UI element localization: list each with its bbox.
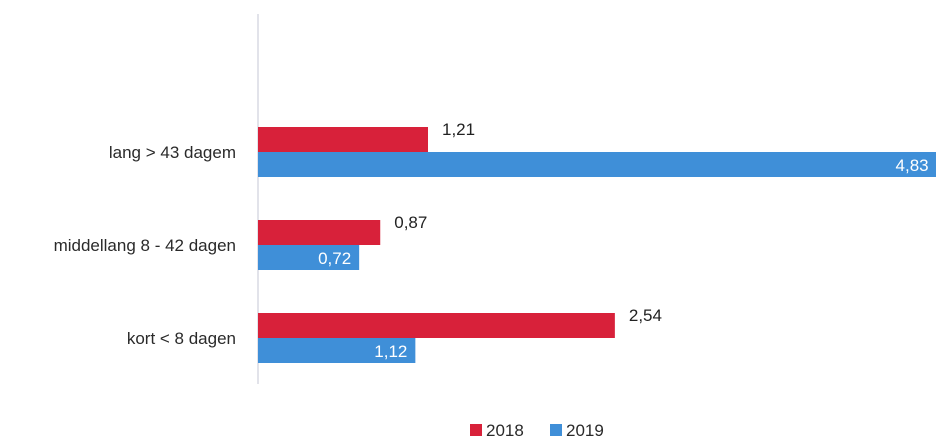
bar-2018-lang-43-dagem: [258, 127, 429, 152]
bar-2019-lang-43-dagem: [258, 152, 936, 177]
category-label-kort-8-dagen: kort < 8 dagen: [127, 329, 236, 348]
data-label-2019-lang-43-dagem: 4,83: [896, 156, 929, 175]
bar-2018-middellang-8-42-dagen: [258, 220, 381, 245]
bar-2019-middellang-8-42-dagen: [258, 245, 360, 270]
bar-2019-kort-8-dagen: [258, 338, 416, 363]
category-label-lang-43-dagem: lang > 43 dagem: [109, 143, 236, 162]
bar-2018-kort-8-dagen: [258, 313, 615, 338]
data-label-2018-middellang-8-42-dagen: 0,87: [394, 213, 427, 232]
legend-swatch-2018: [470, 424, 482, 436]
legend-label-2019: 2019: [566, 421, 604, 440]
data-label-2019-middellang-8-42-dagen: 0,72: [318, 249, 351, 268]
labels-layer: lang > 43 dagem 1,21 4,83 middellang 8 - 42…: [54, 120, 929, 361]
category-label-middellang-8-42-dagen: middellang 8 - 42 dagen: [54, 236, 236, 255]
legend-swatch-2019: [550, 424, 562, 436]
bars-layer: [258, 127, 936, 363]
legend: 2018 2019: [470, 421, 604, 440]
data-label-2018-kort-8-dagen: 2,54: [629, 306, 662, 325]
data-label-2019-kort-8-dagen: 1,12: [374, 342, 407, 361]
legend-label-2018: 2018: [486, 421, 524, 440]
data-label-2018-lang-43-dagem: 1,21: [442, 120, 475, 139]
